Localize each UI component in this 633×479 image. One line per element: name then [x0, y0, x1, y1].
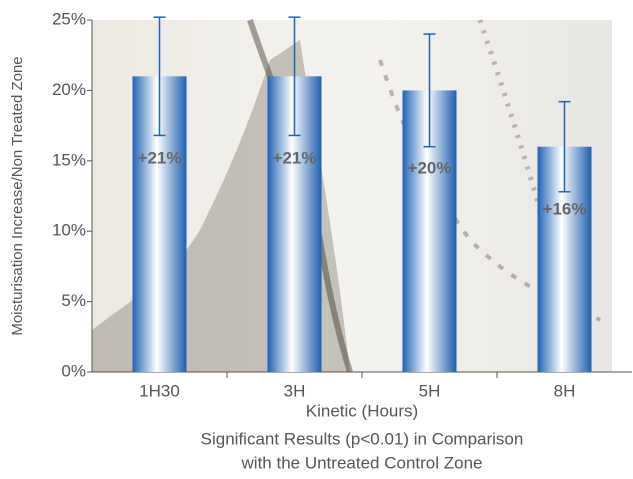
annotation: with the Untreated Control Zone: [241, 453, 483, 472]
value-label: +21%: [138, 149, 182, 168]
value-label: +16%: [543, 199, 587, 218]
annotation: Significant Results (p<0.01) in Comparis…: [201, 429, 524, 448]
y-tick-label: 0%: [61, 361, 86, 380]
value-label: +21%: [273, 149, 317, 168]
x-tick-label: 8H: [554, 381, 576, 400]
y-tick-label: 10%: [52, 221, 86, 240]
y-tick-label: 20%: [52, 80, 86, 99]
y-tick-label: 15%: [52, 150, 86, 169]
x-tick-label: 1H30: [139, 381, 180, 400]
value-label: +20%: [408, 159, 452, 178]
x-tick-label: 3H: [284, 381, 306, 400]
x-axis-label: Kinetic (Hours): [306, 401, 418, 420]
y-tick-label: 25%: [52, 9, 86, 28]
chart: Moisturisation Increase/Non Treated Zone…: [0, 0, 633, 479]
y-axis-label: Moisturisation Increase/Non Treated Zone: [9, 56, 26, 335]
x-tick-label: 5H: [419, 381, 441, 400]
y-tick-label: 5%: [61, 291, 86, 310]
